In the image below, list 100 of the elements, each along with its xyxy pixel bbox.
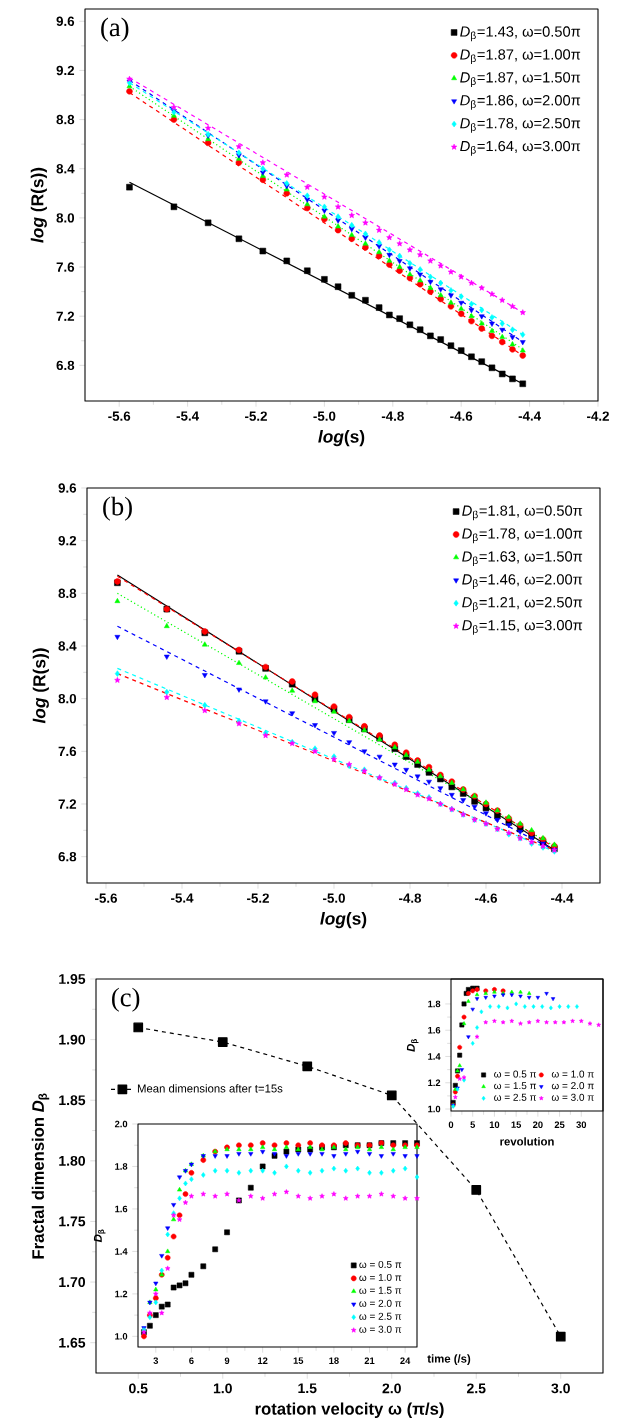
y-tick-label: 1.0 — [428, 1105, 441, 1113]
legend-label: ω = 0.5 π — [494, 1070, 537, 1078]
legend-label: ω = 0.5 π — [359, 1260, 402, 1268]
x-tick-label: 0 — [448, 1121, 454, 1128]
y-axis-title: D$_{β}$ — [93, 1229, 106, 1243]
legend-label: ω = 1.0 π — [551, 1070, 594, 1078]
y-tick-label: 7.2 — [58, 799, 77, 809]
x-tick-label: 21 — [364, 1357, 375, 1364]
y-tick-label: 8.0 — [56, 213, 75, 223]
x-axis-title: log(s) — [320, 911, 367, 929]
y-tick-label: 1.8 — [428, 1000, 441, 1008]
y-tick-label: 1.90 — [59, 1034, 86, 1045]
x-tick-label: -5.2 — [245, 411, 267, 421]
y-tick-label: 1.80 — [59, 1155, 86, 1166]
y-tick-label: 9.2 — [58, 535, 77, 546]
y-tick-label: 1.4 — [428, 1053, 441, 1060]
y-tick-label: 1.65 — [59, 1337, 86, 1348]
x-tick-label: 15 — [293, 1357, 304, 1364]
x-tick-label: 3 — [153, 1357, 159, 1365]
y-tick-label: 1.4 — [115, 1248, 128, 1255]
y-tick-label: 1.0 — [115, 1333, 128, 1340]
x-tick-label: -4.8 — [399, 893, 422, 903]
x-tick-label: -5.0 — [313, 411, 336, 421]
x-tick-label: 15 — [511, 1121, 522, 1128]
y-tick-label: 1.85 — [59, 1095, 86, 1106]
x-tick-label: 2.0 — [382, 1383, 401, 1394]
y-axis-title: log (R(s)) — [30, 167, 47, 243]
y-tick-label: 1.95 — [59, 974, 86, 984]
legend-label: ω = 1.5 π — [359, 1286, 402, 1294]
x-tick-label: -5.4 — [176, 411, 200, 421]
y-tick-label: 1.70 — [59, 1277, 86, 1288]
y-tick-label: 7.2 — [56, 311, 75, 321]
x-tick-label: -4.4 — [518, 411, 542, 421]
x-tick-label: 10 — [489, 1121, 500, 1128]
y-tick-label: 8.4 — [58, 641, 77, 651]
x-tick-label: 18 — [329, 1357, 339, 1364]
y-axis-title: D$_{β}$ — [406, 1039, 419, 1052]
y-tick-label: 8.8 — [58, 588, 77, 599]
legend-label: D$_{β}$=1.15, ω=3.00π — [462, 620, 583, 635]
x-tick-label: -4.4 — [551, 893, 574, 903]
legend-label: D$_{β}$=1.43, ω=0.50π — [460, 26, 581, 42]
legend-label: D$_{β}$=1.86, ω=2.00π — [460, 95, 581, 110]
y-tick-label: 7.6 — [58, 746, 77, 757]
x-tick-label: 0.5 — [129, 1383, 148, 1394]
x-tick-label: 1.0 — [213, 1383, 232, 1394]
annotation: (c) — [112, 987, 140, 1012]
legend-label: ω = 1.0 π — [359, 1273, 402, 1281]
x-tick-label: 25 — [554, 1121, 565, 1128]
x-tick-label: -4.6 — [450, 411, 473, 421]
legend-label: ω = 3.0 π — [359, 1325, 402, 1333]
y-tick-label: 6.8 — [56, 360, 75, 371]
x-tick-label: -5.6 — [95, 893, 118, 903]
x-axis-title: time (/s) — [427, 1354, 471, 1365]
x-tick-label: -4.8 — [381, 411, 404, 421]
legend-label: D$_{β}$=1.87, ω=1.50π — [460, 72, 581, 87]
annotation: (b) — [103, 496, 132, 521]
y-tick-label: 8.8 — [56, 114, 75, 125]
y-tick-label: 1.8 — [115, 1163, 128, 1170]
legend-label: D$_{β}$=1.78, ω=2.50π — [460, 117, 581, 133]
x-tick-label: 12 — [258, 1357, 268, 1364]
y-tick-label: 1.6 — [115, 1205, 128, 1213]
y-tick-label: 8.0 — [58, 693, 77, 704]
legend-label: D$_{β}$=1.81, ω=0.50π — [462, 505, 583, 521]
legend-label: D$_{β}$=1.21, ω=2.50π — [462, 597, 583, 612]
y-tick-label: 1.6 — [428, 1026, 441, 1034]
legend-label: ω = 2.0 π — [359, 1299, 402, 1307]
legend-label: ω = 2.0 π — [551, 1082, 594, 1090]
legend-label: Mean dimensions after t=15s — [137, 1084, 283, 1093]
y-tick-label: 1.2 — [115, 1290, 128, 1298]
y-tick-label: 1.75 — [59, 1216, 86, 1227]
x-tick-label: 6 — [189, 1357, 194, 1364]
x-axis-title: rotation velocity ω (π/s) — [255, 1402, 444, 1419]
x-tick-label: 24 — [400, 1357, 411, 1364]
x-tick-label: -5.6 — [108, 411, 131, 421]
legend-label: D$_{β}$=1.64, ω=3.00π — [460, 140, 581, 156]
x-axis-title: log(s) — [318, 429, 365, 447]
x-tick-label: -5.2 — [247, 893, 269, 903]
y-tick-label: 9.2 — [56, 65, 75, 76]
x-tick-label: 3.0 — [551, 1383, 570, 1394]
annotation: (a) — [101, 17, 129, 42]
y-tick-label: 6.8 — [58, 851, 77, 862]
legend-label: ω = 2.5 π — [494, 1093, 537, 1101]
x-tick-label: 1.5 — [298, 1383, 317, 1394]
legend-label: ω = 3.0 π — [551, 1093, 594, 1101]
legend-label: D$_{β}$=1.78, ω=1.00π — [462, 528, 583, 544]
x-tick-label: 5 — [470, 1121, 476, 1128]
y-axis-title: log (R(s)) — [32, 648, 49, 724]
x-tick-label: -5.0 — [323, 893, 345, 903]
legend-label: D$_{β}$=1.46, ω=2.00π — [462, 574, 583, 589]
y-tick-label: 9.6 — [58, 483, 77, 493]
x-tick-label: -5.4 — [171, 893, 194, 903]
x-tick-label: -4.6 — [475, 893, 498, 903]
legend-label: D$_{β}$=1.63, ω=1.50π — [462, 551, 583, 567]
x-tick-label: 30 — [576, 1121, 587, 1129]
x-tick-label: -4.2 — [587, 411, 609, 421]
x-axis-title: revolution — [500, 1137, 554, 1146]
x-tick-label: 2.5 — [467, 1383, 486, 1394]
y-tick-label: 1.2 — [428, 1079, 441, 1087]
x-tick-label: 20 — [532, 1121, 543, 1128]
y-tick-label: 8.4 — [56, 164, 75, 174]
